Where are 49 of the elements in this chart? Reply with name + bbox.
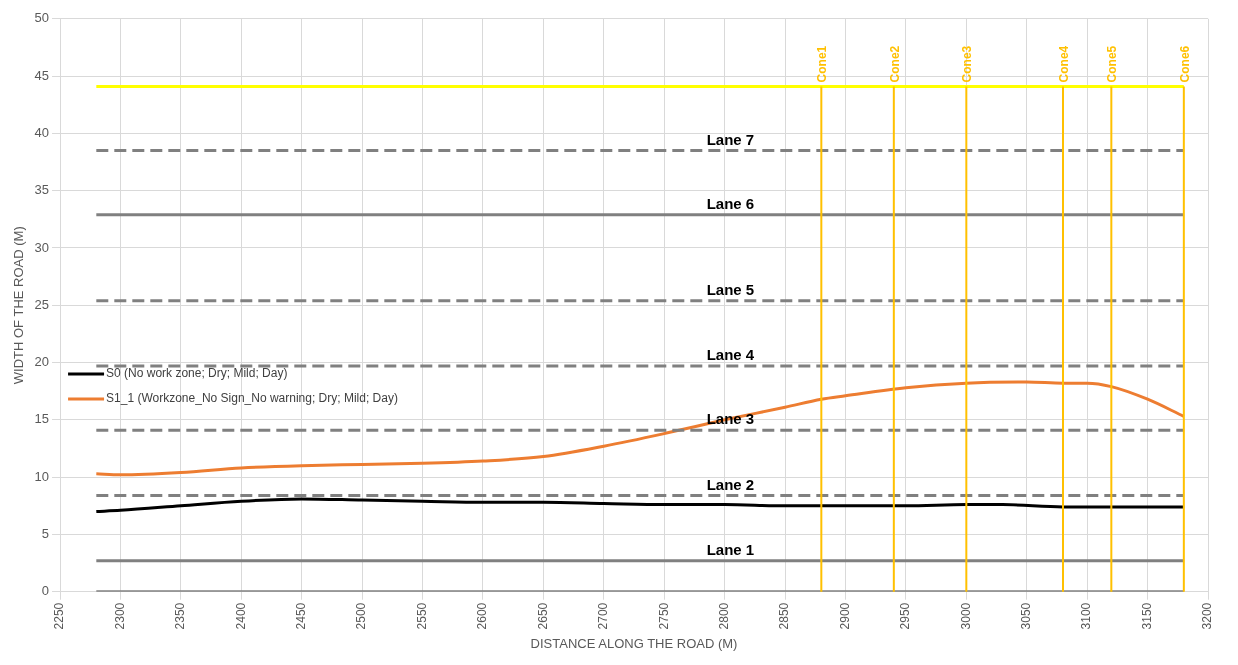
x-tick-label: 2350 xyxy=(173,602,188,630)
x-tick-label: 3200 xyxy=(1200,602,1215,630)
x-tick-label: 2650 xyxy=(535,602,550,630)
x-tick-label: 2950 xyxy=(898,602,913,630)
annotation: Lane 1 xyxy=(706,540,755,558)
x-tick-label: 3050 xyxy=(1019,602,1034,630)
annotation: Lane 4 xyxy=(706,346,755,364)
y-tick-label: 15 xyxy=(34,411,50,427)
x-tick-label: 2450 xyxy=(294,602,309,630)
x-tick-label: 3100 xyxy=(1079,602,1094,630)
y-tick-label: 50 xyxy=(34,10,50,26)
ref-line-label: Cone4 xyxy=(1057,45,1071,83)
x-tick-label: 3150 xyxy=(1139,602,1154,630)
ref-line-label: Cone3 xyxy=(960,45,975,83)
x-tick-label: 2500 xyxy=(354,602,369,630)
ref-line-label: Cone2 xyxy=(887,45,902,83)
y-tick-label: 45 xyxy=(34,67,50,83)
y-tick-label: 35 xyxy=(34,182,50,198)
annotation: Lane 7 xyxy=(706,130,755,148)
ref-line-label: Cone1 xyxy=(815,45,830,83)
x-tick-label: 2400 xyxy=(233,602,248,630)
x-tick-label: 2600 xyxy=(475,602,490,630)
line-series xyxy=(94,380,1186,477)
y-tick-label: 40 xyxy=(34,124,50,140)
y-tick-label: 20 xyxy=(34,354,50,370)
y-tick-label: 30 xyxy=(34,239,50,255)
x-tick-label: 2300 xyxy=(112,602,127,630)
x-tick-label: 2250 xyxy=(52,602,67,630)
x-tick-label: 2800 xyxy=(716,602,731,630)
y-tick-label: 25 xyxy=(34,296,50,312)
annotation: Lane 5 xyxy=(706,280,755,298)
y-axis-title: WIDTH OF THE ROAD (M) xyxy=(11,226,27,385)
x-tick-label: 2750 xyxy=(656,602,671,630)
y-tick-label: 10 xyxy=(34,468,50,484)
x-tick-label: 2850 xyxy=(777,602,792,630)
x-axis-title: DISTANCE ALONG THE ROAD (M) xyxy=(530,635,738,651)
line-series xyxy=(94,497,1186,513)
legend-label: S1_1 (Workzone_No Sign_No warning; Dry; Mild; Day) xyxy=(106,391,398,406)
y-tick-label: 5 xyxy=(41,525,50,541)
x-tick-label: 2900 xyxy=(837,602,852,630)
x-tick-label: 2550 xyxy=(414,602,429,630)
legend-label: S0 (No work zone; Dry; Mild; Day) xyxy=(106,366,288,381)
y-tick-label: 0 xyxy=(41,583,50,599)
x-tick-label: 2700 xyxy=(596,602,611,630)
ref-line-label: Cone5 xyxy=(1105,45,1120,83)
annotation: Lane 6 xyxy=(706,194,755,212)
annotation: Lane 2 xyxy=(706,475,755,493)
x-tick-label: 3000 xyxy=(958,602,973,630)
ref-line-label: Cone6 xyxy=(1177,45,1192,83)
